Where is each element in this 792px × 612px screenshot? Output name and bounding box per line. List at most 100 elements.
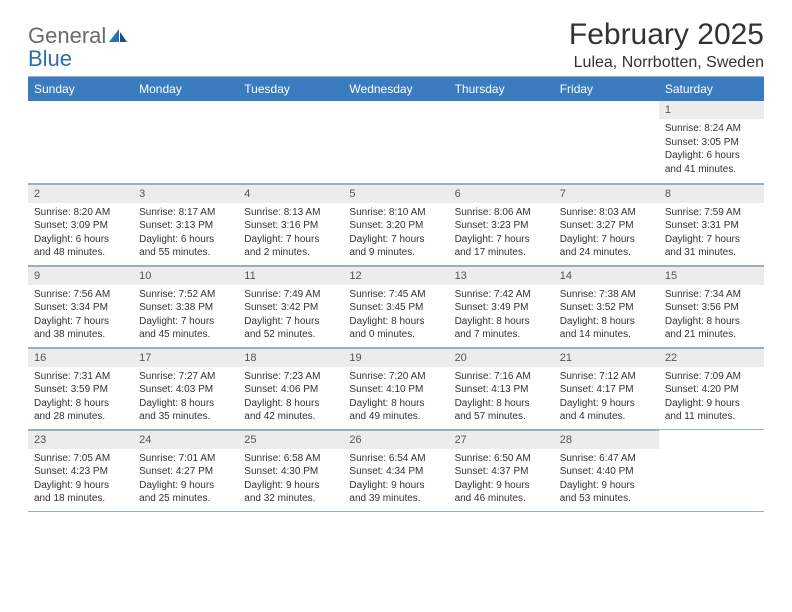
day-details: Sunrise: 8:03 AMSunset: 3:27 PMDaylight:… (554, 203, 659, 264)
sunrise-text: Sunrise: 7:52 AM (139, 288, 232, 302)
day-number: 23 (28, 430, 133, 449)
daylight-text-1: Daylight: 9 hours (665, 397, 758, 411)
daylight-text-2: and 52 minutes. (244, 328, 337, 342)
daylight-text-2: and 4 minutes. (560, 410, 653, 424)
sunset-text: Sunset: 4:34 PM (349, 465, 442, 479)
sunrise-text: Sunrise: 8:17 AM (139, 206, 232, 220)
calendar-week: 16Sunrise: 7:31 AMSunset: 3:59 PMDayligh… (28, 347, 764, 429)
daylight-text-1: Daylight: 9 hours (244, 479, 337, 493)
day-number: 27 (449, 430, 554, 449)
daylight-text-1: Daylight: 9 hours (349, 479, 442, 493)
day-number: 11 (238, 266, 343, 285)
daylight-text-1: Daylight: 6 hours (34, 233, 127, 247)
day-number: 25 (238, 430, 343, 449)
day-header: Monday (133, 77, 238, 101)
daylight-text-1: Daylight: 7 hours (455, 233, 548, 247)
sunset-text: Sunset: 3:42 PM (244, 301, 337, 315)
day-details: Sunrise: 7:12 AMSunset: 4:17 PMDaylight:… (554, 367, 659, 428)
calendar-day: 28Sunrise: 6:47 AMSunset: 4:40 PMDayligh… (554, 429, 659, 511)
sunset-text: Sunset: 3:56 PM (665, 301, 758, 315)
sunset-text: Sunset: 4:17 PM (560, 383, 653, 397)
daylight-text-1: Daylight: 9 hours (560, 479, 653, 493)
daylight-text-2: and 57 minutes. (455, 410, 548, 424)
calendar-day: 26Sunrise: 6:54 AMSunset: 4:34 PMDayligh… (343, 429, 448, 511)
daylight-text-1: Daylight: 7 hours (560, 233, 653, 247)
sunset-text: Sunset: 4:30 PM (244, 465, 337, 479)
sunrise-text: Sunrise: 7:42 AM (455, 288, 548, 302)
day-number: 3 (133, 184, 238, 203)
location-text: Lulea, Norrbotten, Sweden (569, 54, 764, 72)
calendar-table: SundayMondayTuesdayWednesdayThursdayFrid… (28, 77, 764, 512)
calendar-empty-day: .. (449, 101, 554, 183)
calendar-day: 21Sunrise: 7:12 AMSunset: 4:17 PMDayligh… (554, 347, 659, 429)
logo: GeneralBlue (28, 18, 128, 70)
calendar-empty-day: .. (343, 101, 448, 183)
calendar-day: 16Sunrise: 7:31 AMSunset: 3:59 PMDayligh… (28, 347, 133, 429)
day-details: Sunrise: 6:50 AMSunset: 4:37 PMDaylight:… (449, 449, 554, 510)
daylight-text-2: and 31 minutes. (665, 246, 758, 260)
logo-text-b: Blue (28, 46, 72, 71)
sunrise-text: Sunrise: 7:56 AM (34, 288, 127, 302)
calendar-day: 19Sunrise: 7:20 AMSunset: 4:10 PMDayligh… (343, 347, 448, 429)
daylight-text-1: Daylight: 8 hours (349, 315, 442, 329)
day-details: Sunrise: 8:24 AMSunset: 3:05 PMDaylight:… (659, 119, 764, 180)
daylight-text-2: and 7 minutes. (455, 328, 548, 342)
calendar-day: 11Sunrise: 7:49 AMSunset: 3:42 PMDayligh… (238, 265, 343, 347)
day-number: 26 (343, 430, 448, 449)
day-number: 13 (449, 266, 554, 285)
day-number: 7 (554, 184, 659, 203)
sunrise-text: Sunrise: 7:20 AM (349, 370, 442, 384)
day-details: Sunrise: 7:49 AMSunset: 3:42 PMDaylight:… (238, 285, 343, 346)
daylight-text-2: and 55 minutes. (139, 246, 232, 260)
day-details: Sunrise: 7:59 AMSunset: 3:31 PMDaylight:… (659, 203, 764, 264)
sunset-text: Sunset: 4:10 PM (349, 383, 442, 397)
daylight-text-1: Daylight: 9 hours (560, 397, 653, 411)
day-header: Thursday (449, 77, 554, 101)
daylight-text-2: and 9 minutes. (349, 246, 442, 260)
calendar-day: 18Sunrise: 7:23 AMSunset: 4:06 PMDayligh… (238, 347, 343, 429)
day-number: 6 (449, 184, 554, 203)
day-header-row: SundayMondayTuesdayWednesdayThursdayFrid… (28, 77, 764, 101)
day-number: 2 (28, 184, 133, 203)
daylight-text-2: and 11 minutes. (665, 410, 758, 424)
daylight-text-2: and 41 minutes. (665, 163, 758, 177)
daylight-text-2: and 53 minutes. (560, 492, 653, 506)
day-number: 24 (133, 430, 238, 449)
day-details: Sunrise: 7:56 AMSunset: 3:34 PMDaylight:… (28, 285, 133, 346)
sunrise-text: Sunrise: 7:05 AM (34, 452, 127, 466)
calendar-day: 23Sunrise: 7:05 AMSunset: 4:23 PMDayligh… (28, 429, 133, 511)
daylight-text-1: Daylight: 7 hours (244, 315, 337, 329)
calendar-day: 3Sunrise: 8:17 AMSunset: 3:13 PMDaylight… (133, 183, 238, 265)
sunrise-text: Sunrise: 7:16 AM (455, 370, 548, 384)
daylight-text-1: Daylight: 9 hours (139, 479, 232, 493)
daylight-text-1: Daylight: 9 hours (455, 479, 548, 493)
day-details: Sunrise: 7:05 AMSunset: 4:23 PMDaylight:… (28, 449, 133, 510)
sunset-text: Sunset: 3:52 PM (560, 301, 653, 315)
day-number: 14 (554, 266, 659, 285)
day-number: 15 (659, 266, 764, 285)
day-header: Saturday (659, 77, 764, 101)
calendar-day: 2Sunrise: 8:20 AMSunset: 3:09 PMDaylight… (28, 183, 133, 265)
sunrise-text: Sunrise: 7:34 AM (665, 288, 758, 302)
daylight-text-2: and 46 minutes. (455, 492, 548, 506)
day-details: Sunrise: 8:17 AMSunset: 3:13 PMDaylight:… (133, 203, 238, 264)
day-number: 4 (238, 184, 343, 203)
calendar-day: 22Sunrise: 7:09 AMSunset: 4:20 PMDayligh… (659, 347, 764, 429)
day-details: Sunrise: 6:47 AMSunset: 4:40 PMDaylight:… (554, 449, 659, 510)
sunrise-text: Sunrise: 7:31 AM (34, 370, 127, 384)
day-details: Sunrise: 6:54 AMSunset: 4:34 PMDaylight:… (343, 449, 448, 510)
sunrise-text: Sunrise: 6:58 AM (244, 452, 337, 466)
daylight-text-2: and 49 minutes. (349, 410, 442, 424)
daylight-text-2: and 38 minutes. (34, 328, 127, 342)
calendar-day: 1Sunrise: 8:24 AMSunset: 3:05 PMDaylight… (659, 101, 764, 183)
calendar-day: 7Sunrise: 8:03 AMSunset: 3:27 PMDaylight… (554, 183, 659, 265)
sunset-text: Sunset: 3:20 PM (349, 219, 442, 233)
sunrise-text: Sunrise: 6:47 AM (560, 452, 653, 466)
calendar-day: 6Sunrise: 8:06 AMSunset: 3:23 PMDaylight… (449, 183, 554, 265)
sunset-text: Sunset: 4:27 PM (139, 465, 232, 479)
day-number: 8 (659, 184, 764, 203)
daylight-text-1: Daylight: 6 hours (139, 233, 232, 247)
day-number: 10 (133, 266, 238, 285)
day-details: Sunrise: 8:13 AMSunset: 3:16 PMDaylight:… (238, 203, 343, 264)
daylight-text-2: and 39 minutes. (349, 492, 442, 506)
